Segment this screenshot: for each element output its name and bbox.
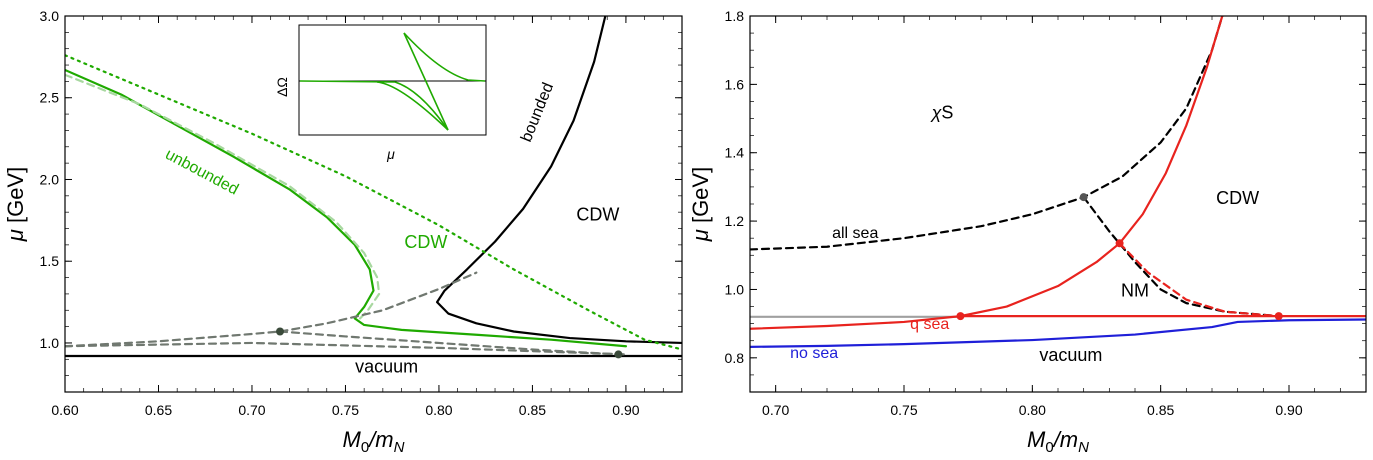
x-tick-label: 0.85	[519, 402, 546, 418]
x-tick-label: 0.85	[1147, 402, 1174, 418]
region-label-0: χS	[930, 103, 954, 123]
left-chart-panel: 0.60 0.65 0.70 0.75 0.80 0.85 0.90 1.0 1.5 2.0 2.5…	[3, 8, 683, 456]
x-tick-label: 0.90	[1275, 402, 1302, 418]
y-label-unit: [GeV]	[688, 167, 713, 229]
region-label-5: q sea	[910, 316, 949, 333]
y-tick-label: 1.8	[725, 8, 745, 24]
plot-frame	[64, 15, 683, 393]
region-label-italic: χ	[930, 103, 943, 123]
y-label-symbol: μ	[688, 229, 713, 242]
y-tick-label: 2.5	[40, 90, 60, 106]
y-label-unit: [GeV]	[3, 167, 28, 229]
point-marker-0	[276, 327, 285, 336]
x-tick-label: 0.60	[51, 402, 78, 418]
plot-frame	[749, 15, 1367, 393]
x-tick-label: 0.90	[612, 402, 639, 418]
series-line-5	[65, 271, 478, 348]
x-label-subN: N	[1078, 439, 1089, 456]
x-label-M: M	[343, 427, 362, 452]
x-tick-label: 0.80	[425, 402, 452, 418]
region-label-3: vacuum	[1039, 345, 1102, 365]
x-label-M: M	[1027, 427, 1046, 452]
y-axis-label: μ [GeV]	[688, 167, 713, 242]
y-tick-label: 1.4	[725, 145, 745, 161]
series-line-1	[435, 16, 682, 345]
y-tick-label: 2.0	[40, 171, 60, 187]
inset-middle-branch	[403, 32, 449, 131]
x-label-slash-m: /m	[1052, 427, 1078, 452]
x-label-slash-m: /m	[367, 427, 393, 452]
region-label-6: no sea	[790, 345, 838, 362]
x-axis-label: M0/mN	[343, 427, 405, 456]
y-tick-label: 1.6	[725, 76, 745, 92]
series-line-4	[65, 54, 682, 351]
x-tick-label: 0.75	[332, 402, 359, 418]
series-line-0	[750, 16, 1224, 251]
series-line-6	[65, 341, 628, 356]
region-label-2: NM	[1121, 280, 1149, 300]
region-label-4: vacuum	[355, 356, 418, 376]
inset-y-label: ΔΩ	[274, 77, 290, 97]
series-line-2	[65, 68, 628, 348]
inset-upper-branch	[403, 32, 486, 82]
series-line-6	[750, 318, 1366, 348]
x-label-subN: N	[394, 439, 405, 456]
x-axis-label: M0/mN	[1027, 427, 1089, 456]
region-label-1: bounded	[518, 80, 557, 144]
inset-frame	[298, 24, 487, 136]
x-tick-label: 0.65	[145, 402, 172, 418]
region-label-1: CDW	[1216, 188, 1259, 208]
x-tick-label: 0.70	[238, 402, 265, 418]
y-tick-label: 1.2	[725, 213, 745, 229]
point-marker-0	[1079, 193, 1088, 202]
region-label-2: CDW	[404, 232, 447, 252]
inset-lower-branch	[299, 80, 449, 131]
point-marker-1	[1115, 239, 1124, 248]
x-tick-label: 0.80	[1019, 402, 1046, 418]
point-marker-1	[614, 350, 623, 359]
y-tick-label: 0.8	[725, 350, 745, 366]
series-line-5	[1118, 242, 1280, 318]
inset-swallowtail	[376, 81, 449, 131]
y-label-symbol: μ	[3, 229, 28, 242]
series-line-7	[278, 330, 620, 356]
y-tick-label: 3.0	[40, 8, 60, 24]
inset-x-label: μ	[386, 146, 395, 162]
region-label-3: CDW	[576, 204, 619, 224]
y-tick-label: 1.0	[40, 335, 60, 351]
inset-plot: μ ΔΩ	[274, 24, 487, 162]
x-tick-label: 0.75	[890, 402, 917, 418]
series-line-1	[1082, 196, 1280, 318]
series-line-3	[750, 16, 1224, 330]
right-chart-panel: 0.70 0.75 0.80 0.85 0.90 0.8 1.0 1.2 1.4 1.6 1.8 χS…	[688, 8, 1367, 456]
region-label-4: all sea	[832, 225, 878, 242]
y-tick-label: 1.5	[40, 253, 60, 269]
y-tick-label: 1.0	[725, 281, 745, 297]
x-tick-label: 0.70	[762, 402, 789, 418]
x-label-sub0: 0	[1045, 439, 1053, 456]
series-line-3	[65, 73, 381, 322]
point-marker-3	[1274, 312, 1283, 321]
series-group	[65, 16, 682, 358]
point-marker-2	[956, 312, 965, 321]
series-group	[750, 16, 1366, 348]
x-label-sub0: 0	[361, 439, 369, 456]
y-axis-label: μ [GeV]	[3, 167, 28, 242]
region-label-rest: S	[941, 103, 953, 123]
